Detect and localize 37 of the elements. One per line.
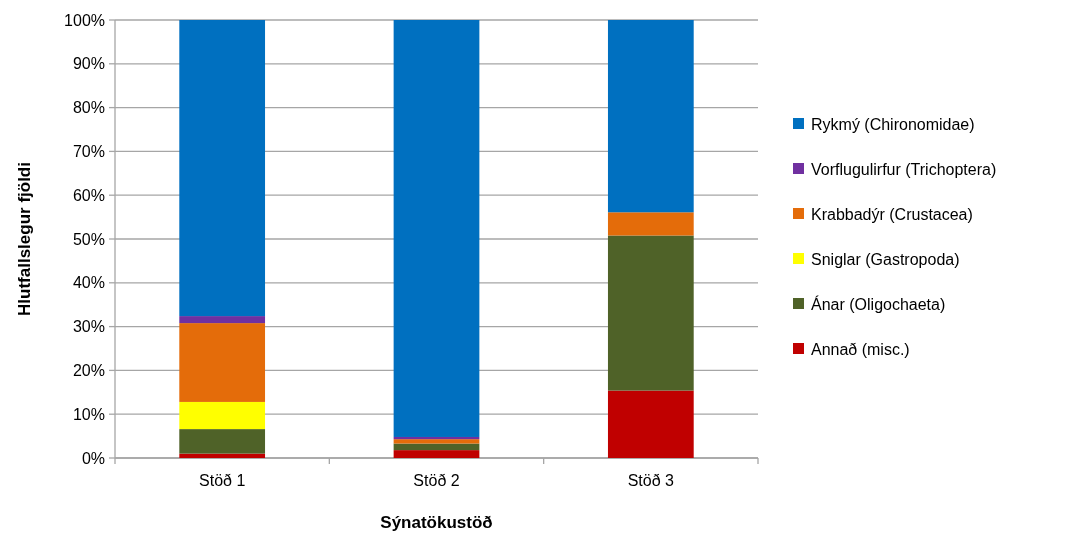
x-tick-label: Stöð 2 [413,472,460,489]
bar [607,390,694,458]
x-tick-label: Stöð 3 [627,472,675,489]
legend-label: Annað (misc.) [811,340,910,358]
bar [393,436,480,440]
y-tick-label: 20% [72,362,105,379]
bar [607,212,694,236]
bar [393,439,480,444]
y-tick-label: 10% [72,405,105,423]
y-tick-label: 70% [72,143,105,160]
x-tick-label: Stöð 1 [199,472,246,489]
legend-label: Sniglar (Gastropoda) [811,250,960,268]
bar [179,316,266,324]
x-axis-title: Sýnatökustöð [380,513,493,532]
bar [393,443,480,451]
legend-label: Vorflugulirfur (Trichoptera) [811,160,997,178]
y-tick-label: 30% [72,318,105,336]
y-tick-label: 80% [72,99,105,117]
y-tick-label: 60% [72,186,105,204]
bar [179,323,266,402]
bar [393,450,480,458]
y-axis-title: Hlutfallslegur fjöldi [15,162,34,316]
bar [179,453,266,458]
y-tick-label: 90% [72,55,105,73]
bar [607,235,694,391]
legend-label: Krabbadýr (Crustacea) [811,205,973,223]
y-tick-label: 0% [81,449,105,467]
bar [179,401,266,430]
legend-label: Rykmý (Chironomidae) [811,115,975,133]
bar [393,20,480,437]
y-tick-label: 100% [64,11,105,29]
y-tick-label: 50% [72,230,105,248]
y-tick-label: 40% [72,274,105,292]
bar [179,20,266,317]
bar [607,20,694,213]
legend-label: Ánar (Oligochaeta) [811,294,946,313]
bar [179,429,266,454]
